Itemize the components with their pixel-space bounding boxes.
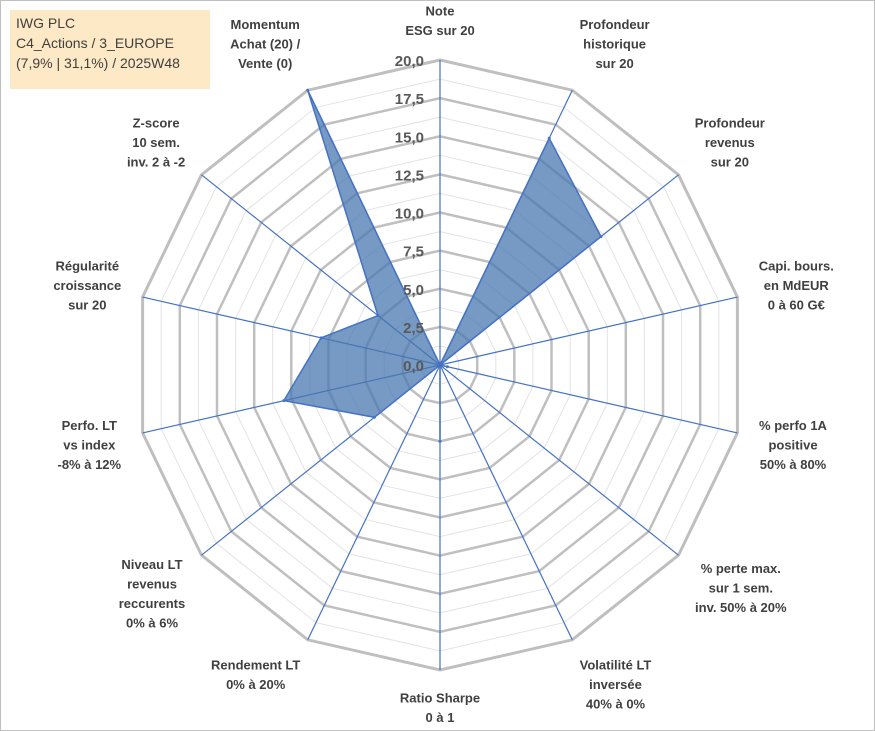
tick-label: 17,5 xyxy=(395,91,424,108)
tick-label: 2,5 xyxy=(403,320,424,337)
axis-label-1: Profondeur historique sur 20 xyxy=(580,17,650,71)
axis-label-line: Régularité xyxy=(56,259,120,274)
tick-label: 10,0 xyxy=(395,206,424,223)
axis-label-line: Achat (20) / xyxy=(230,36,300,51)
spoke-8 xyxy=(307,364,441,641)
axis-label-line: 10 sem. xyxy=(132,135,180,150)
axis-label-line: Momentum xyxy=(231,17,300,32)
axis-label-line: Rendement LT xyxy=(211,658,300,673)
axis-label-line: sur 1 sem. xyxy=(709,581,773,596)
axis-label-5: % perte max. sur 1 sem. inv. 50% à 20% xyxy=(695,561,787,615)
axis-label-line: inv. 50% à 20% xyxy=(695,600,787,615)
axis-label-line: 40% à 0% xyxy=(586,697,646,712)
axis-label-line: 50% à 80% xyxy=(760,457,827,472)
tick-label: 0,0 xyxy=(403,358,424,375)
axis-label-line: en MdEUR xyxy=(764,278,830,293)
spoke-5 xyxy=(439,364,679,556)
radar-axis-labels: Note ESG sur 20 Profondeur historique sur 20… xyxy=(53,4,834,726)
data-point-7 xyxy=(438,439,442,443)
data-point-10 xyxy=(282,399,286,403)
axis-label-line: 0% à 6% xyxy=(126,615,178,630)
title-company: IWG PLC xyxy=(16,15,76,31)
axis-label-3: Capi. bours. en MdEUR 0 à 60 G€ xyxy=(759,259,834,313)
axis-label-line: historique xyxy=(583,36,646,51)
axis-label-line: % perte max. xyxy=(701,561,781,576)
axis-label-line: revenus xyxy=(127,576,177,591)
axis-label-line: revenus xyxy=(705,135,755,150)
axis-label-line: Ratio Sharpe xyxy=(400,691,480,706)
axis-label-line: Niveau LT xyxy=(121,557,182,572)
axis-label-line: sur 20 xyxy=(711,155,749,170)
axis-label-line: % perfo 1A xyxy=(759,418,828,433)
axis-label-line: Capi. bours. xyxy=(759,259,834,274)
spoke-6 xyxy=(439,364,573,641)
tick-label: 20,0 xyxy=(395,53,424,70)
series-area xyxy=(282,89,602,442)
data-point-1 xyxy=(547,136,551,140)
axis-label-line: vs index xyxy=(63,437,116,452)
data-point-4 xyxy=(445,365,449,369)
spoke-4 xyxy=(439,364,738,434)
axis-label-line: -8% à 12% xyxy=(58,457,122,472)
axis-label-6: Volatilité LT inversée 40% à 0% xyxy=(580,658,652,712)
axis-label-line: Note xyxy=(426,4,455,19)
axis-label-12: Z-score 10 sem. inv. 2 à -2 xyxy=(127,116,185,170)
radar-series xyxy=(282,88,603,443)
axis-label-line: inv. 2 à -2 xyxy=(127,155,185,170)
data-point-9 xyxy=(372,415,376,419)
tick-label: 15,0 xyxy=(395,129,424,146)
axis-label-7: Ratio Sharpe 0 à 1 xyxy=(400,691,480,726)
axis-label-8: Rendement LT 0% à 20% xyxy=(211,658,300,693)
axis-label-line: Profondeur xyxy=(695,116,765,131)
data-point-12 xyxy=(376,314,380,318)
axis-label-line: Profondeur xyxy=(580,17,650,32)
axis-label-line: 0 à 1 xyxy=(426,710,455,725)
axis-label-line: Perfo. LT xyxy=(62,418,117,433)
axis-label-line: inversée xyxy=(589,677,642,692)
data-point-2 xyxy=(599,235,603,239)
title-period: (7,9% | 31,1%) / 2025W48 xyxy=(16,55,180,71)
tick-label: 5,0 xyxy=(403,282,424,299)
axis-label-line: ESG sur 20 xyxy=(405,23,474,38)
axis-label-line: Vente (0) xyxy=(238,56,292,71)
tick-label: 7,5 xyxy=(403,244,424,261)
axis-label-line: croissance xyxy=(53,278,121,293)
axis-label-11: Régularité croissance sur 20 xyxy=(53,259,121,313)
axis-label-line: 0% à 20% xyxy=(226,677,286,692)
axis-label-line: 0 à 60 G€ xyxy=(768,298,825,313)
axis-label-13: Momentum Achat (20) / Vente (0) xyxy=(230,17,300,71)
spoke-3 xyxy=(439,296,738,366)
axis-label-9: Niveau LT revenus reccurents 0% à 6% xyxy=(119,557,185,631)
axis-label-line: reccurents xyxy=(119,596,185,611)
axis-label-0: Note ESG sur 20 xyxy=(405,4,474,39)
title-category: C4_Actions / 3_EUROPE xyxy=(16,35,174,51)
title-box: IWG PLC C4_Actions / 3_EUROPE (7,9% | 31… xyxy=(10,10,210,89)
tick-label: 12,5 xyxy=(395,167,424,184)
axis-label-10: Perfo. LT vs index -8% à 12% xyxy=(58,418,122,472)
axis-label-line: Z-score xyxy=(133,116,180,131)
axis-label-4: % perfo 1A positive 50% à 80% xyxy=(759,418,828,472)
axis-label-line: sur 20 xyxy=(68,298,106,313)
axis-label-line: positive xyxy=(768,437,817,452)
axis-label-line: sur 20 xyxy=(595,56,633,71)
data-point-13 xyxy=(306,88,310,92)
axis-label-line: Volatilité LT xyxy=(580,658,652,673)
data-point-11 xyxy=(319,336,323,340)
axis-label-2: Profondeur revenus sur 20 xyxy=(695,116,765,170)
radar-tick-labels: 0,0 2,5 5,0 7,5 10,0 12,5 15,0 17,5 20,0 xyxy=(395,53,424,375)
data-point-8 xyxy=(438,363,442,367)
